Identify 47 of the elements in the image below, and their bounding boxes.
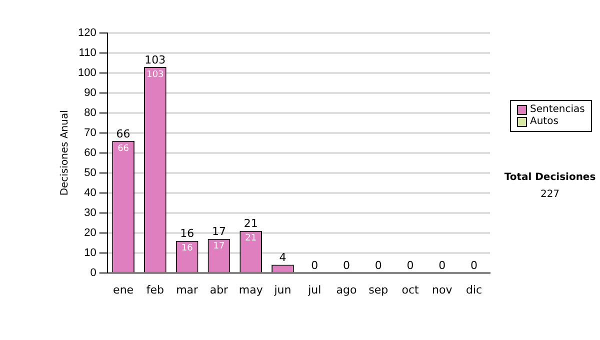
y-tick-label: 10	[84, 246, 96, 259]
total-label: 0	[374, 259, 382, 272]
total-label: 66	[116, 127, 130, 140]
y-tick-label: 120	[78, 27, 96, 40]
data-label: 17	[213, 242, 225, 252]
y-tick-label: 30	[84, 206, 96, 219]
x-tick-label: feb	[146, 283, 164, 296]
total-label: 16	[180, 227, 194, 240]
y-axis-title: Decisiones Anual	[60, 110, 71, 196]
y-tick-label: 20	[84, 226, 96, 239]
y-tick-label: 50	[84, 166, 96, 179]
x-tick-label: nov	[432, 283, 453, 296]
text: Total Decisiones	[503, 172, 597, 183]
y-tick-label: 110	[78, 47, 96, 60]
data-label: 103	[146, 70, 164, 80]
x-tick-label: abr	[210, 283, 229, 296]
y-tick-label: 80	[84, 106, 96, 119]
x-tick-label: jun	[273, 283, 292, 296]
y-tick-label: 90	[84, 86, 96, 99]
x-tick-label: dic	[466, 283, 482, 296]
total-label: 0	[470, 259, 478, 272]
total-label: 17	[212, 225, 226, 238]
x-tick-label: ene	[113, 283, 134, 296]
total-label: 21	[244, 217, 258, 230]
y-tick-label: 60	[84, 146, 96, 159]
y-tick-label: 0	[90, 266, 96, 279]
data-label: 16	[181, 244, 194, 254]
data-label: 66	[118, 144, 130, 154]
text: 227	[539, 189, 561, 200]
total-label: 0	[438, 259, 446, 272]
y-tick-label: 70	[84, 126, 96, 139]
y-tick-label: 40	[84, 186, 96, 199]
x-tick-label: jul	[307, 283, 322, 296]
data-label: 21	[245, 234, 257, 244]
y-tick-label: 100	[78, 67, 96, 79]
x-tick-label: may	[238, 283, 264, 296]
total-label: 0	[311, 259, 318, 272]
total-label: 0	[343, 259, 350, 272]
x-tick-label: ago	[336, 283, 358, 296]
legend-label: Autos	[530, 116, 558, 128]
total-label: 0	[406, 259, 414, 272]
legend-label: Sentencias	[530, 104, 585, 116]
x-tick-label: oct	[402, 283, 420, 296]
x-tick-label: mar	[176, 283, 199, 296]
x-tick-label: sep	[368, 283, 388, 296]
total-label: 103	[144, 53, 166, 66]
total-label: 4	[279, 251, 286, 264]
